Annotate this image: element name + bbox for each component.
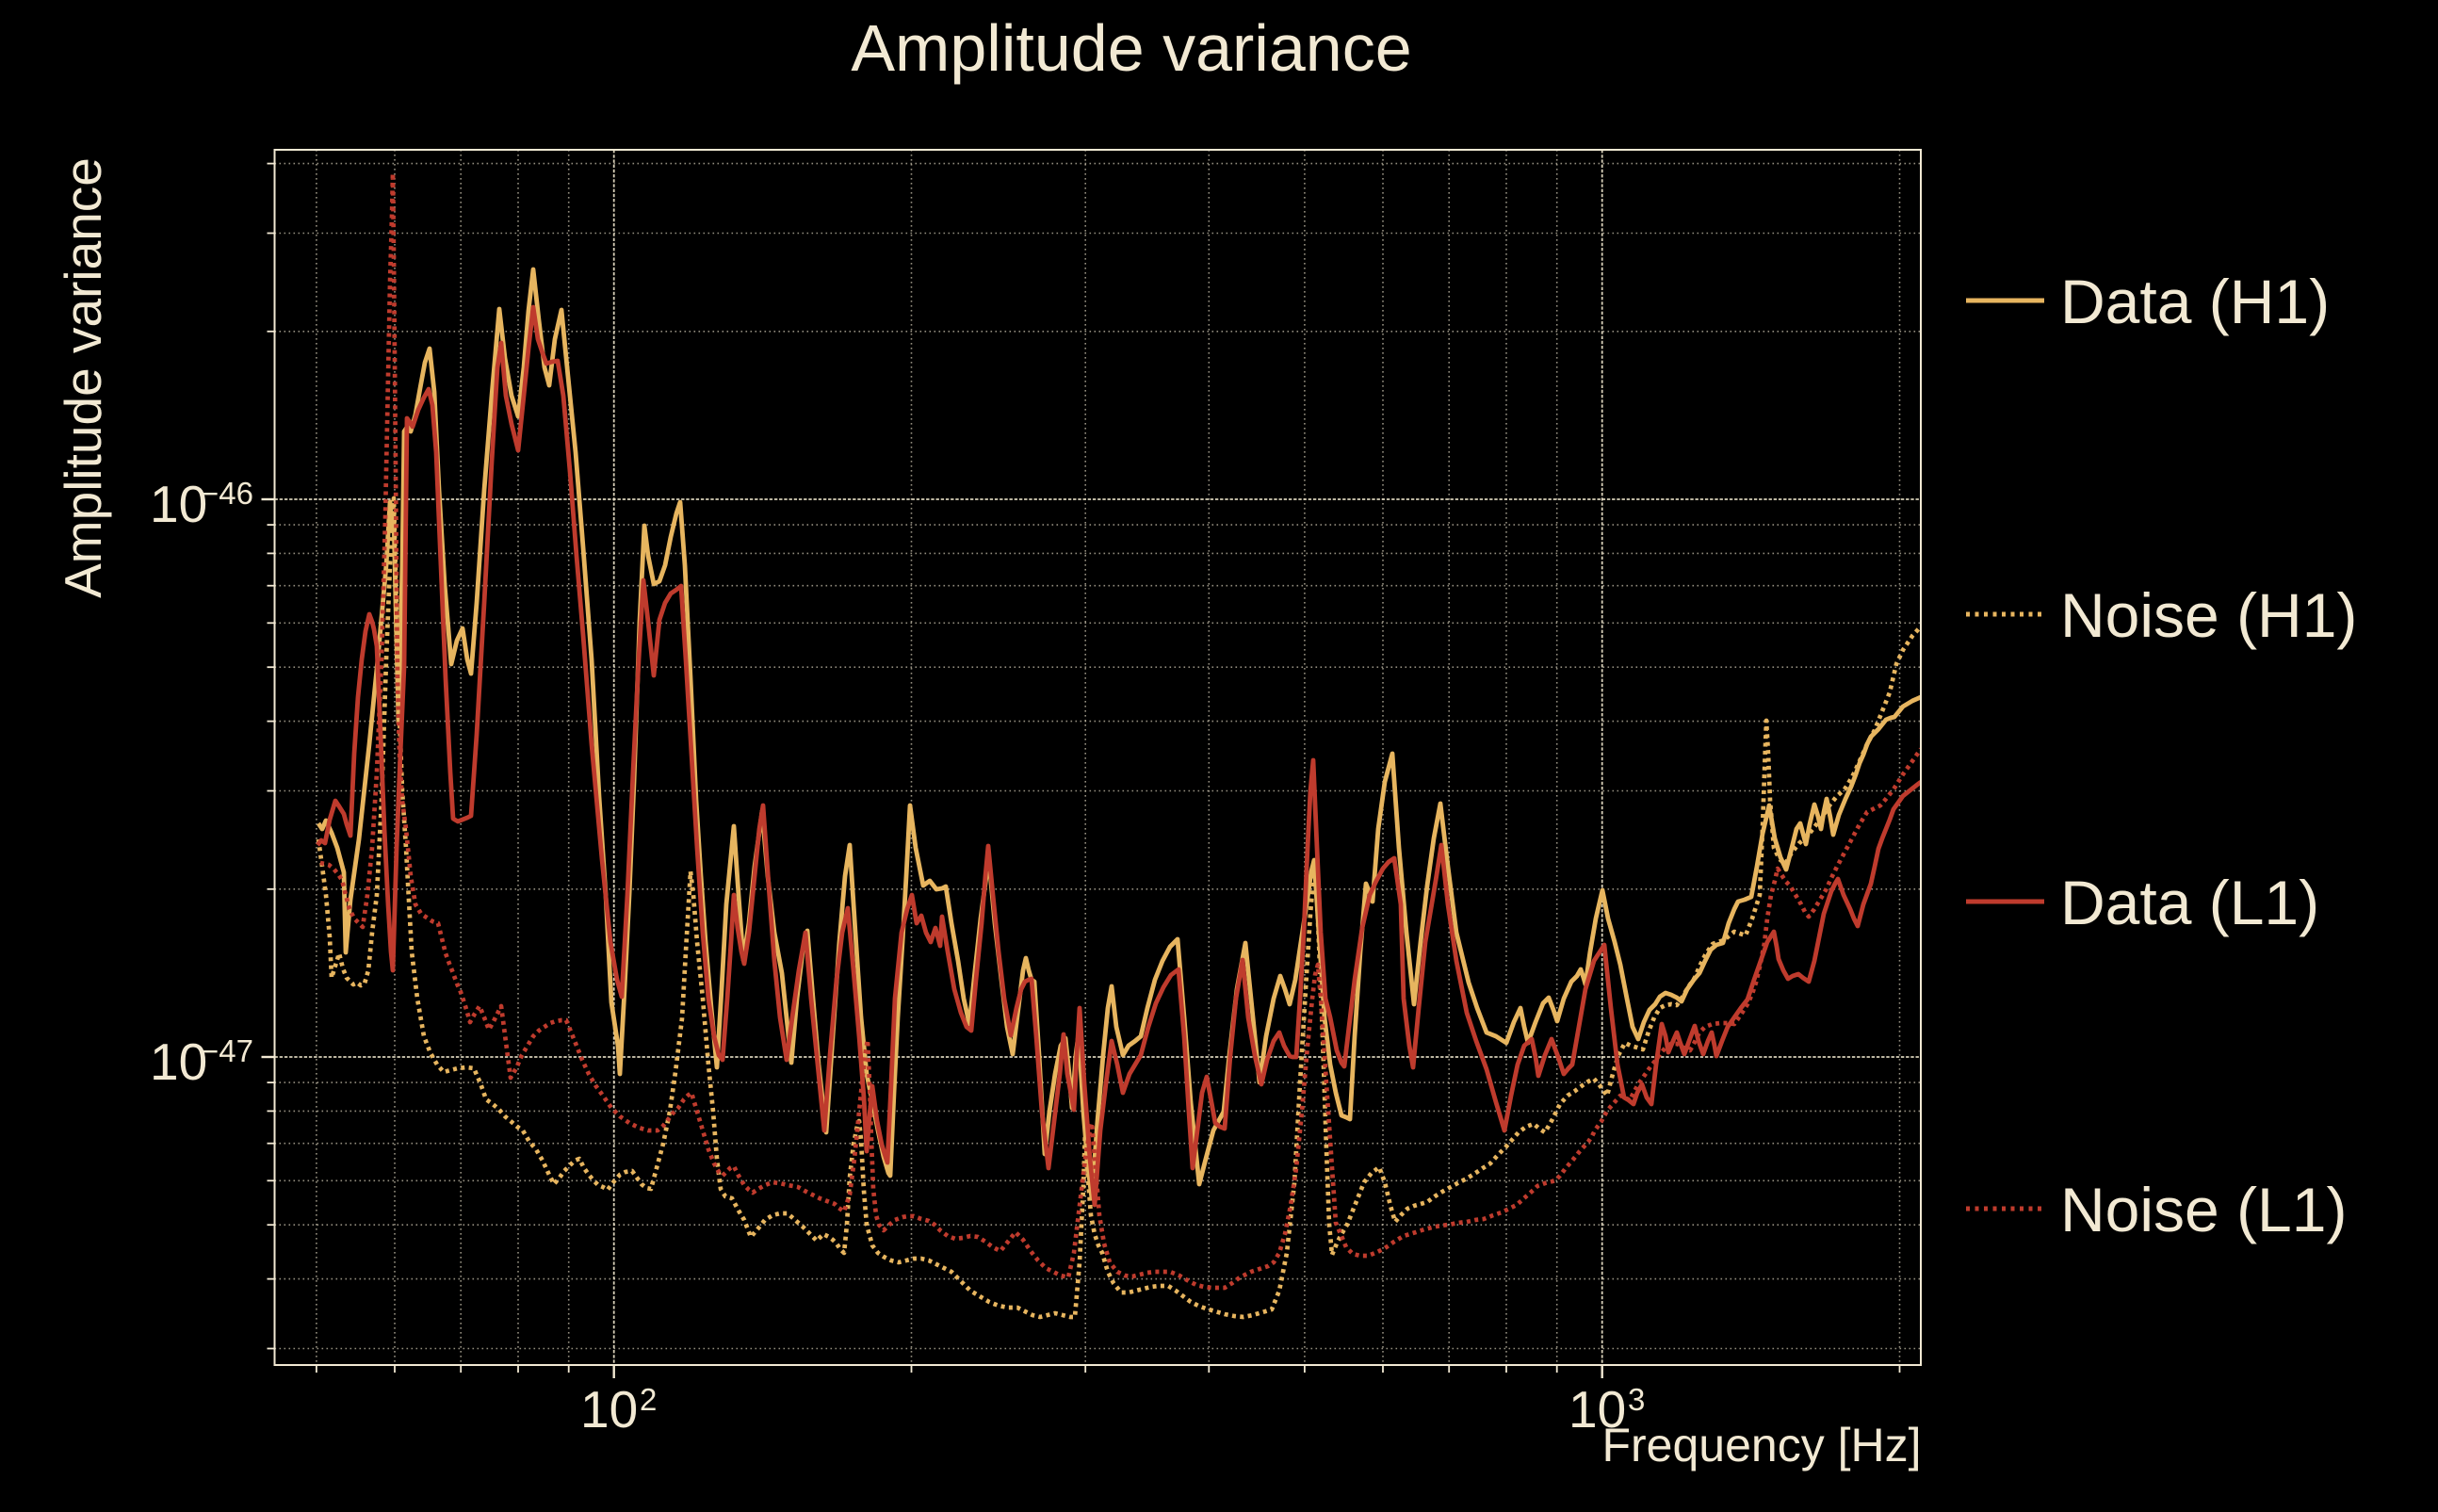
- svg-text:10: 10: [580, 1380, 638, 1439]
- svg-text:10: 10: [150, 475, 207, 533]
- svg-text:Data (H1): Data (H1): [2060, 267, 2330, 336]
- svg-text:3: 3: [1628, 1382, 1645, 1417]
- svg-text:−46: −46: [201, 476, 253, 511]
- svg-text:10: 10: [1568, 1380, 1626, 1439]
- svg-text:Amplitude variance: Amplitude variance: [851, 11, 1411, 85]
- svg-text:−47: −47: [201, 1033, 253, 1068]
- svg-text:Frequency [Hz]: Frequency [Hz]: [1601, 1419, 1921, 1471]
- svg-text:10: 10: [150, 1032, 207, 1091]
- svg-text:Noise (H1): Noise (H1): [2060, 580, 2357, 650]
- svg-text:Data (L1): Data (L1): [2060, 868, 2319, 937]
- svg-text:Amplitude variance: Amplitude variance: [54, 157, 112, 598]
- svg-text:Noise (L1): Noise (L1): [2060, 1175, 2347, 1244]
- svg-text:2: 2: [640, 1382, 657, 1417]
